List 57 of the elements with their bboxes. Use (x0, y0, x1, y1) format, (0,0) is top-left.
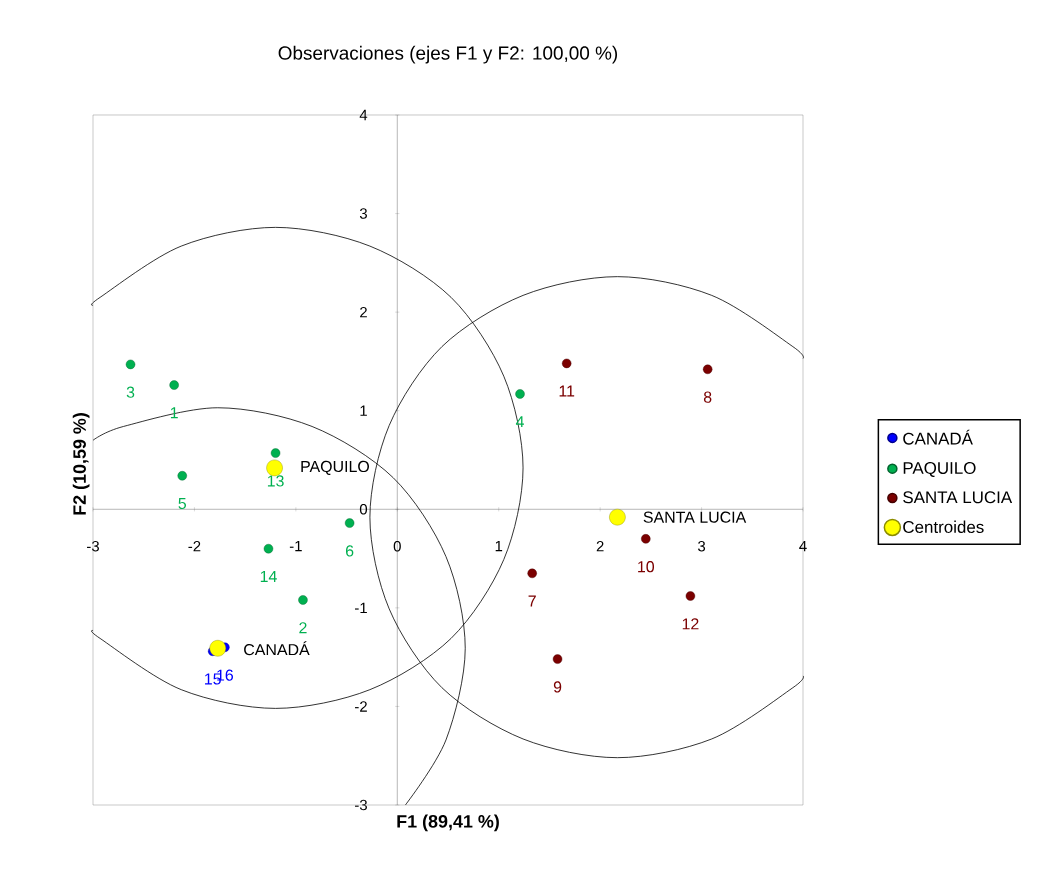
annotation: 5 (178, 497, 187, 510)
point (177, 471, 187, 481)
y-tick-label: -1 (355, 602, 367, 613)
point (263, 544, 274, 554)
annotation: 1 (170, 407, 178, 419)
annotation: 10 (638, 561, 655, 573)
x-tick-label: 2 (596, 540, 604, 552)
point (685, 591, 696, 601)
point (561, 358, 572, 369)
point (266, 459, 283, 477)
y-tick-label: 0 (359, 503, 368, 515)
x-tick-label: -1 (289, 540, 302, 552)
chart-title: Observaciones (ejes F1 y F2: 100,00 %) (278, 45, 618, 64)
point (344, 518, 355, 528)
point (209, 640, 226, 657)
point (270, 448, 281, 458)
y-tick-label: -3 (355, 799, 367, 811)
annotation: 8 (703, 391, 712, 403)
x-tick-label: 4 (799, 540, 807, 552)
annotation: 9 (553, 681, 562, 693)
y-tick-label: 2 (360, 306, 367, 318)
annotation: PAQUILO (301, 460, 370, 475)
point (641, 534, 651, 544)
legend-label: Centroides (903, 520, 984, 534)
annotation: 3 (126, 386, 135, 398)
point (169, 380, 179, 390)
point (298, 595, 308, 605)
point (125, 359, 136, 370)
y-tick-label: 4 (359, 109, 368, 121)
x-tick-label: 3 (697, 540, 706, 552)
annotation: 12 (682, 618, 699, 630)
y-tick-label: 3 (359, 208, 367, 219)
legend-label: CANADÁ (903, 429, 973, 445)
legend-label: SANTA LUCIA (903, 491, 1013, 504)
point (527, 568, 537, 579)
y-tick-label: 1 (360, 405, 367, 416)
x-tick-label: 1 (495, 540, 503, 552)
annotation: 2 (299, 622, 307, 634)
point (609, 508, 626, 526)
annotation: CANADÁ (244, 641, 310, 656)
x-axis-title: F1 (89,41 %) (397, 814, 499, 832)
y-axis-title: F2 (10,59 %) (72, 413, 90, 515)
annotation: 14 (260, 570, 277, 582)
x-tick-label: 0 (393, 540, 401, 552)
point (515, 389, 525, 399)
x-tick-label: -2 (188, 540, 201, 552)
legend-label: PAQUILO (903, 461, 976, 477)
annotation: 7 (528, 595, 536, 607)
point (702, 364, 713, 375)
annotation: 4 (515, 416, 524, 428)
y-tick-label: -2 (355, 701, 367, 712)
x-tick-label: -3 (87, 540, 99, 552)
annotation: SANTA LUCIA (643, 511, 747, 523)
annotation: 13 (267, 475, 284, 487)
point (552, 654, 563, 664)
annotation: 11 (559, 385, 575, 397)
annotation: 6 (346, 545, 354, 557)
